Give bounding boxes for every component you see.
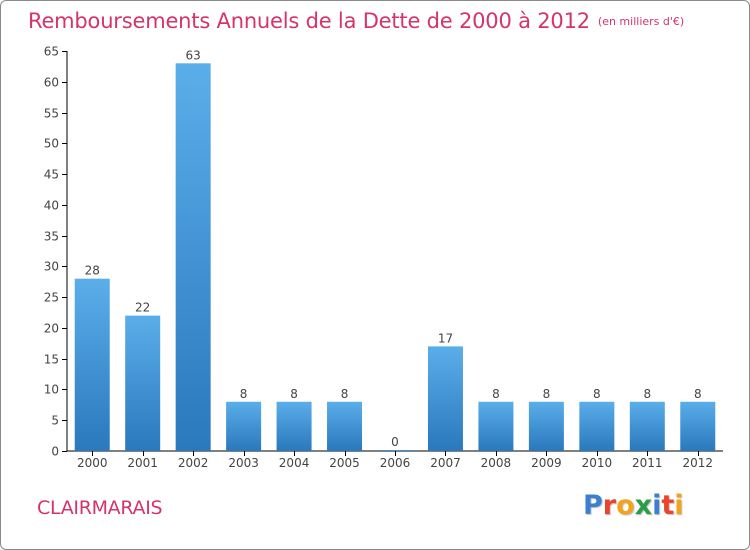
y-tick-label: 50: [44, 137, 59, 151]
y-tick-label: 40: [44, 199, 59, 213]
bars-group: [74, 63, 716, 452]
x-tick-label: 2002: [178, 456, 209, 470]
bar: [629, 401, 665, 451]
bar: [680, 401, 716, 451]
y-tick-label: 15: [44, 353, 59, 367]
bar: [175, 63, 211, 452]
bar: [478, 401, 514, 451]
x-tick-label: 2012: [682, 456, 713, 470]
data-label: 8: [492, 387, 500, 401]
bar: [327, 401, 363, 451]
proxiti-logo: Proxiti: [583, 490, 684, 521]
axes-group: 0 5 10 15 20 25 30 35 40 45 50 55 60 65 2000 2001 2002 20…: [44, 45, 723, 470]
y-tick-label: 60: [44, 76, 59, 90]
data-label: 8: [290, 387, 298, 401]
x-tick-label: 2011: [632, 456, 663, 470]
y-tick-label: 45: [44, 168, 59, 182]
logo-letter: o: [616, 490, 635, 521]
data-label: 8: [643, 387, 651, 401]
logo-letter: r: [602, 490, 617, 521]
chart-title-text: Remboursements Annuels de la Dette de 20…: [28, 9, 590, 33]
data-label: 8: [240, 387, 248, 401]
x-tick-label: 2007: [430, 456, 461, 470]
bar: [125, 315, 161, 451]
y-tick-label: 0: [51, 445, 59, 459]
logo-letter: i: [652, 490, 662, 521]
commune-name: CLAIRMARAIS: [37, 497, 163, 519]
bar: [377, 450, 413, 451]
bar: [74, 278, 110, 451]
logo-letter: t: [661, 490, 675, 521]
data-label: 28: [85, 264, 100, 278]
x-tick-label: 2008: [481, 456, 512, 470]
bar: [276, 401, 312, 451]
y-tick-label: 20: [44, 322, 59, 336]
x-tick-label: 2006: [380, 456, 411, 470]
y-tick-label: 5: [51, 414, 59, 428]
bar: [528, 401, 564, 451]
x-tick-label: 2010: [582, 456, 613, 470]
data-label: 8: [694, 387, 702, 401]
x-tick-label: 2001: [127, 456, 158, 470]
data-label: 8: [341, 387, 349, 401]
data-label: 0: [391, 435, 399, 449]
logo-letter: x: [634, 490, 653, 521]
x-tick-label: 2003: [228, 456, 259, 470]
chart-title: Remboursements Annuels de la Dette de 20…: [28, 9, 684, 33]
y-tick-label: 30: [44, 260, 59, 274]
logo-letter: P: [583, 490, 603, 521]
bar: [427, 346, 463, 451]
y-tick-label: 55: [44, 107, 59, 121]
data-label: 17: [438, 331, 453, 345]
data-labels-group: 28 22 63 8 8 8 0 17 8 8 8 8 8: [85, 48, 702, 449]
data-label: 63: [186, 48, 201, 62]
x-tick-label: 2009: [531, 456, 562, 470]
x-tick-label: 2000: [77, 456, 108, 470]
chart-unit: (en milliers d'€): [597, 15, 685, 28]
data-label: 8: [593, 387, 601, 401]
data-label: 8: [543, 387, 551, 401]
logo-letter: i: [674, 490, 684, 521]
y-tick-label: 35: [44, 230, 59, 244]
y-tick-label: 25: [44, 291, 59, 305]
bar: [226, 401, 262, 451]
data-label: 22: [135, 301, 150, 315]
x-tick-label: 2004: [279, 456, 310, 470]
x-tick-label: 2005: [329, 456, 360, 470]
y-tick-label: 65: [44, 45, 59, 59]
y-tick-label: 10: [44, 383, 59, 397]
bar: [579, 401, 615, 451]
